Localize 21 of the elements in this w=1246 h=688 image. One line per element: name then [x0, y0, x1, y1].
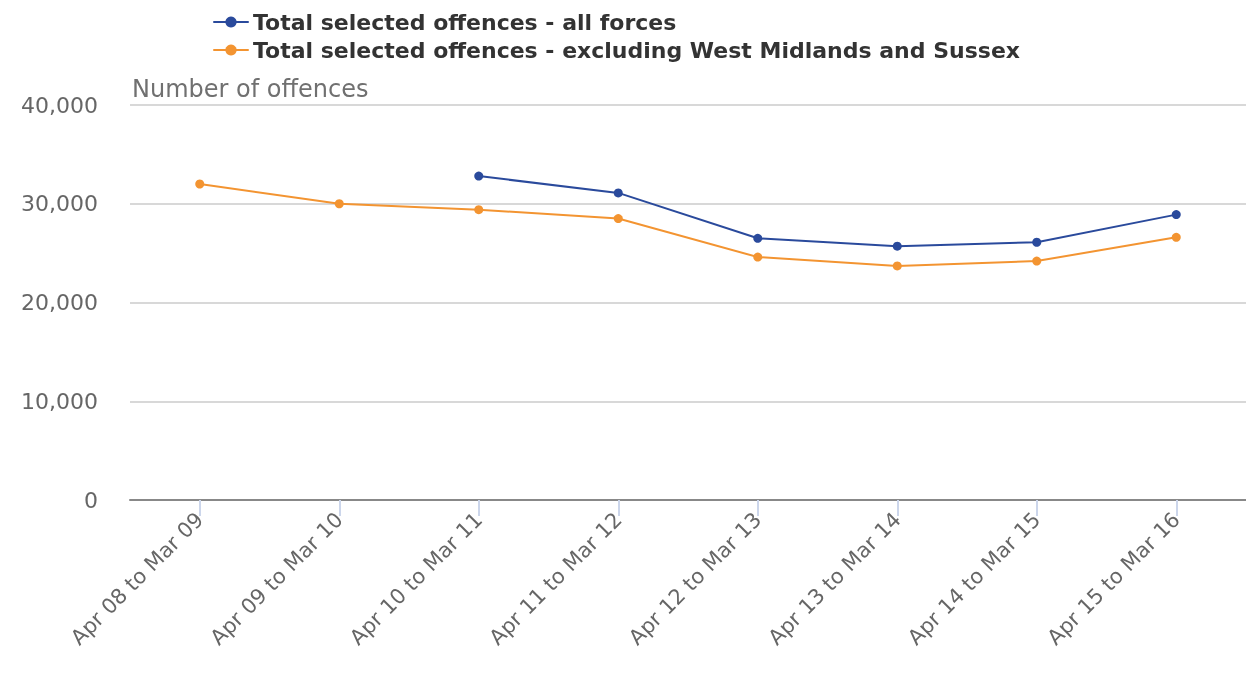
y-axis-title: Number of offences [132, 75, 369, 103]
point [753, 233, 763, 243]
point [195, 179, 205, 189]
legend-label: Total selected offences - all forces [253, 9, 677, 35]
point [1171, 232, 1181, 242]
point [892, 261, 902, 271]
point [474, 205, 484, 215]
point [334, 199, 344, 209]
y-tick-label: 40,000 [21, 92, 98, 118]
y-tick-label: 20,000 [21, 290, 98, 315]
y-tick-label: 10,000 [21, 388, 98, 414]
point [474, 171, 484, 181]
legend-label: Total selected offences - excluding West Midlands and Sussex [253, 37, 1020, 63]
point [1032, 237, 1042, 247]
point [613, 214, 623, 224]
point [1032, 256, 1042, 266]
point [753, 252, 763, 262]
y-tick-label: 30,000 [21, 191, 98, 217]
point [892, 241, 902, 251]
point [613, 188, 623, 198]
point [1171, 210, 1181, 220]
